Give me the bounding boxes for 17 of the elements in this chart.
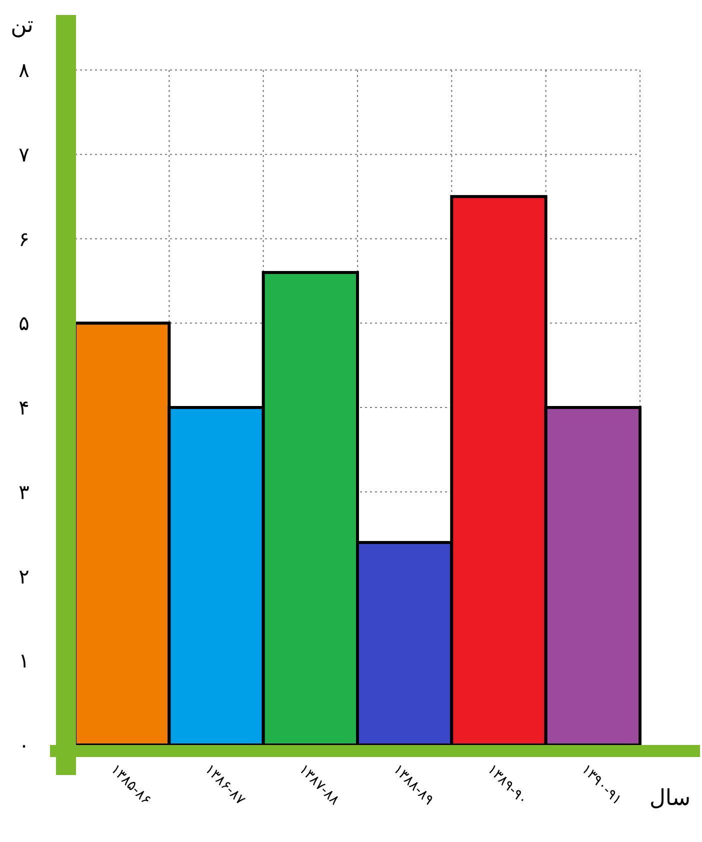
y-tick-label: ۴ [18, 396, 30, 420]
y-tick-label: ۰ [18, 733, 30, 757]
y-tick-label: ۶ [18, 226, 30, 251]
y-tick-label: ۳ [18, 480, 30, 504]
x-tick-label: ۱۳۸۷-۸۸ [296, 762, 343, 809]
y-tick-label: ۱ [18, 648, 30, 673]
y-axis-title: تن [10, 13, 34, 38]
y-tick-label: ۵ [18, 311, 30, 336]
y-tick-label: ۷ [18, 142, 30, 166]
x-tick-label: ۱۳۹۰-۹۱ [578, 762, 625, 808]
x-tick-label: ۱۳۸۸-۸۹ [390, 762, 437, 808]
x-tick-label: ۱۳۸۶-۸۷ [201, 762, 249, 809]
x-axis-title: سال [649, 786, 691, 811]
y-tick-label: ۲ [18, 564, 30, 588]
y-tick-label: ۸ [18, 58, 30, 82]
x-tick-label: ۱۳۸۵-۸۶ [107, 762, 154, 808]
x-tick-label: ۱۳۸۹-۹۰ [484, 762, 531, 808]
